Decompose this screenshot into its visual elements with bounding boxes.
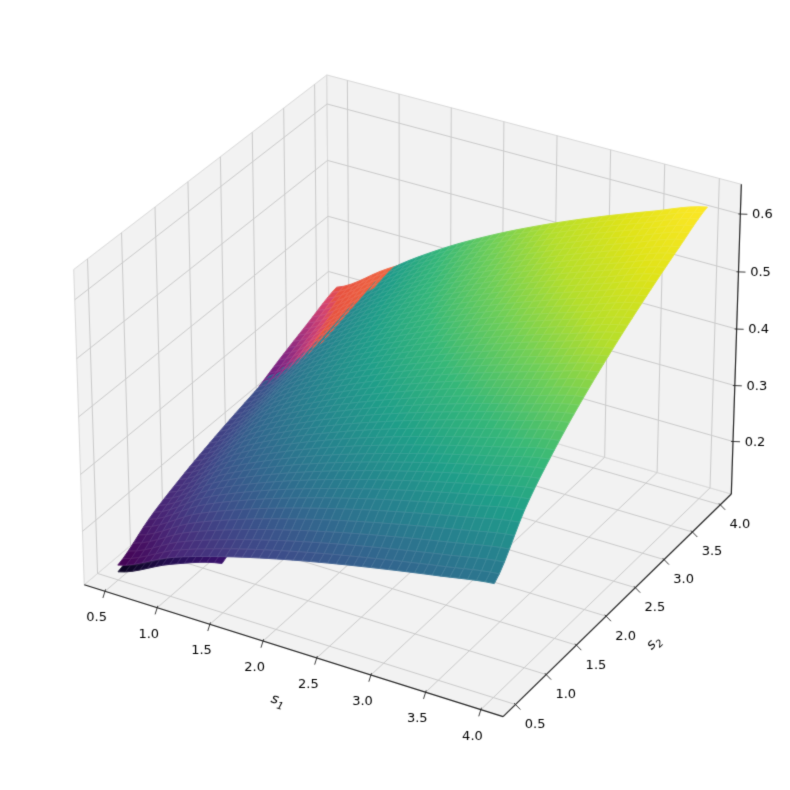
surface-plot-canvas (0, 0, 790, 790)
figure-3d-surface-plot (0, 0, 790, 790)
